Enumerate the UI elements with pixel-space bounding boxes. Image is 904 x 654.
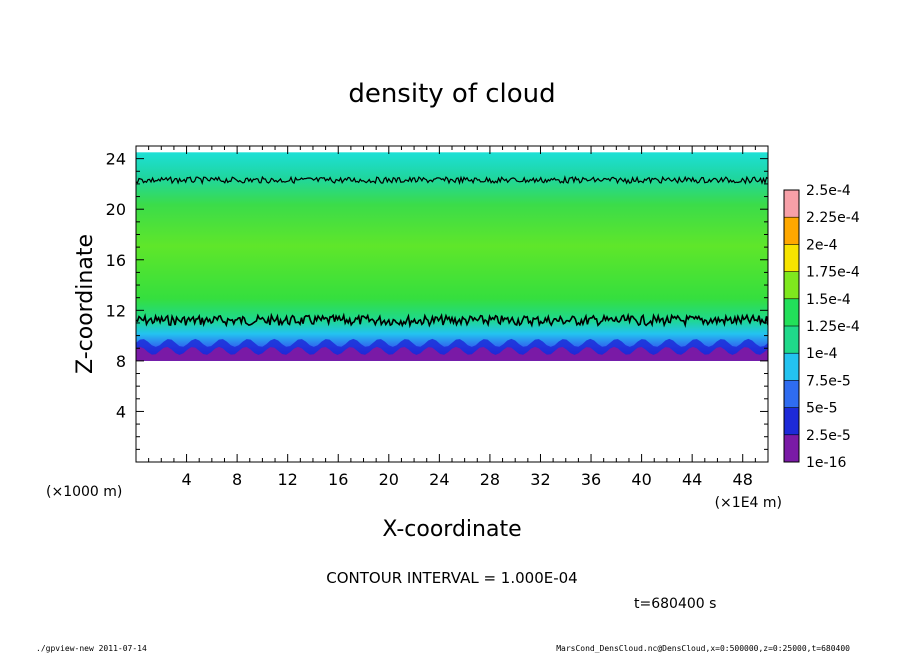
colorbar-label: 2.25e-4 — [806, 210, 860, 226]
colorbar: 1e-16 2.5e-5 5e-5 7.5e-5 1e-4 1.25e-4 1.5e-4 1.… — [783, 183, 860, 471]
x-unit-label: (×1E4 m) — [715, 495, 782, 511]
colorbar-label: 1.75e-4 — [806, 265, 860, 281]
colorbar-label: 2.5e-5 — [806, 428, 851, 444]
x-tick-label: 36 — [581, 470, 601, 489]
time-label: t=680400 s — [634, 596, 716, 612]
contour-lines — [136, 175, 768, 329]
x-tick-label: 20 — [379, 470, 399, 489]
colorbar-swatch — [784, 190, 799, 218]
x-tick-label: 8 — [232, 470, 242, 489]
colorbar-label: 5e-5 — [806, 401, 837, 417]
footer-right: MarsCond_DensCloud.nc@DensCloud,x=0:5000… — [556, 644, 850, 653]
x-tick-label: 4 — [181, 470, 191, 489]
colorbar-label: 2.5e-4 — [806, 183, 851, 199]
x-tick-label: 48 — [733, 470, 753, 489]
y-tick-label: 20 — [106, 200, 126, 219]
x-axis-label: X-coordinate — [382, 517, 521, 542]
colorbar-swatch — [784, 353, 799, 381]
y-tick-label: 24 — [106, 150, 126, 169]
colorbar-label: 1.5e-4 — [806, 292, 851, 308]
y-unit-label: (×1000 m) — [46, 484, 122, 500]
footer-left: ./gpview-new 2011-07-14 — [36, 644, 147, 653]
contour-interval-text: CONTOUR INTERVAL = 1.000E-04 — [326, 569, 577, 587]
y-tick-label: 8 — [116, 352, 126, 371]
x-tick-label: 32 — [530, 470, 550, 489]
contour-line — [136, 312, 768, 329]
x-tick-label: 16 — [328, 470, 348, 489]
y-tick-label: 12 — [106, 301, 126, 320]
colorbar-label: 1.25e-4 — [806, 319, 860, 335]
colorbar-swatch — [784, 326, 799, 354]
x-tick-label: 24 — [429, 470, 449, 489]
cloud-density-field — [136, 152, 768, 361]
y-axis-ticks: 4 8 12 16 20 24 — [106, 150, 768, 450]
colorbar-swatch — [784, 407, 799, 435]
x-axis-ticks: 4 8 12 16 20 24 28 32 36 40 44 48 — [148, 146, 756, 489]
colorbar-swatch — [784, 298, 799, 326]
plot-area — [136, 152, 768, 361]
colorbar-label: 1e-4 — [806, 346, 838, 362]
colorbar-swatch — [784, 271, 799, 299]
x-tick-label: 44 — [682, 470, 702, 489]
colorbar-swatch — [784, 434, 799, 462]
colorbar-swatch — [784, 380, 799, 408]
wave-band-purple — [136, 346, 768, 361]
y-tick-label: 4 — [116, 402, 126, 421]
lower-wave-band — [136, 338, 768, 361]
colorbar-swatch — [784, 244, 799, 272]
chart-title: density of cloud — [348, 79, 555, 109]
colorbar-label: 7.5e-5 — [806, 373, 851, 389]
colorbar-label: 2e-4 — [806, 237, 838, 253]
colorbar-label: 1e-16 — [806, 455, 846, 471]
x-tick-label: 12 — [278, 470, 298, 489]
x-tick-label: 40 — [631, 470, 651, 489]
colorbar-swatch — [784, 217, 799, 245]
contour-line — [136, 175, 768, 186]
y-tick-label: 16 — [106, 251, 126, 270]
x-tick-label: 28 — [480, 470, 500, 489]
y-axis-label: Z-coordinate — [73, 234, 98, 374]
